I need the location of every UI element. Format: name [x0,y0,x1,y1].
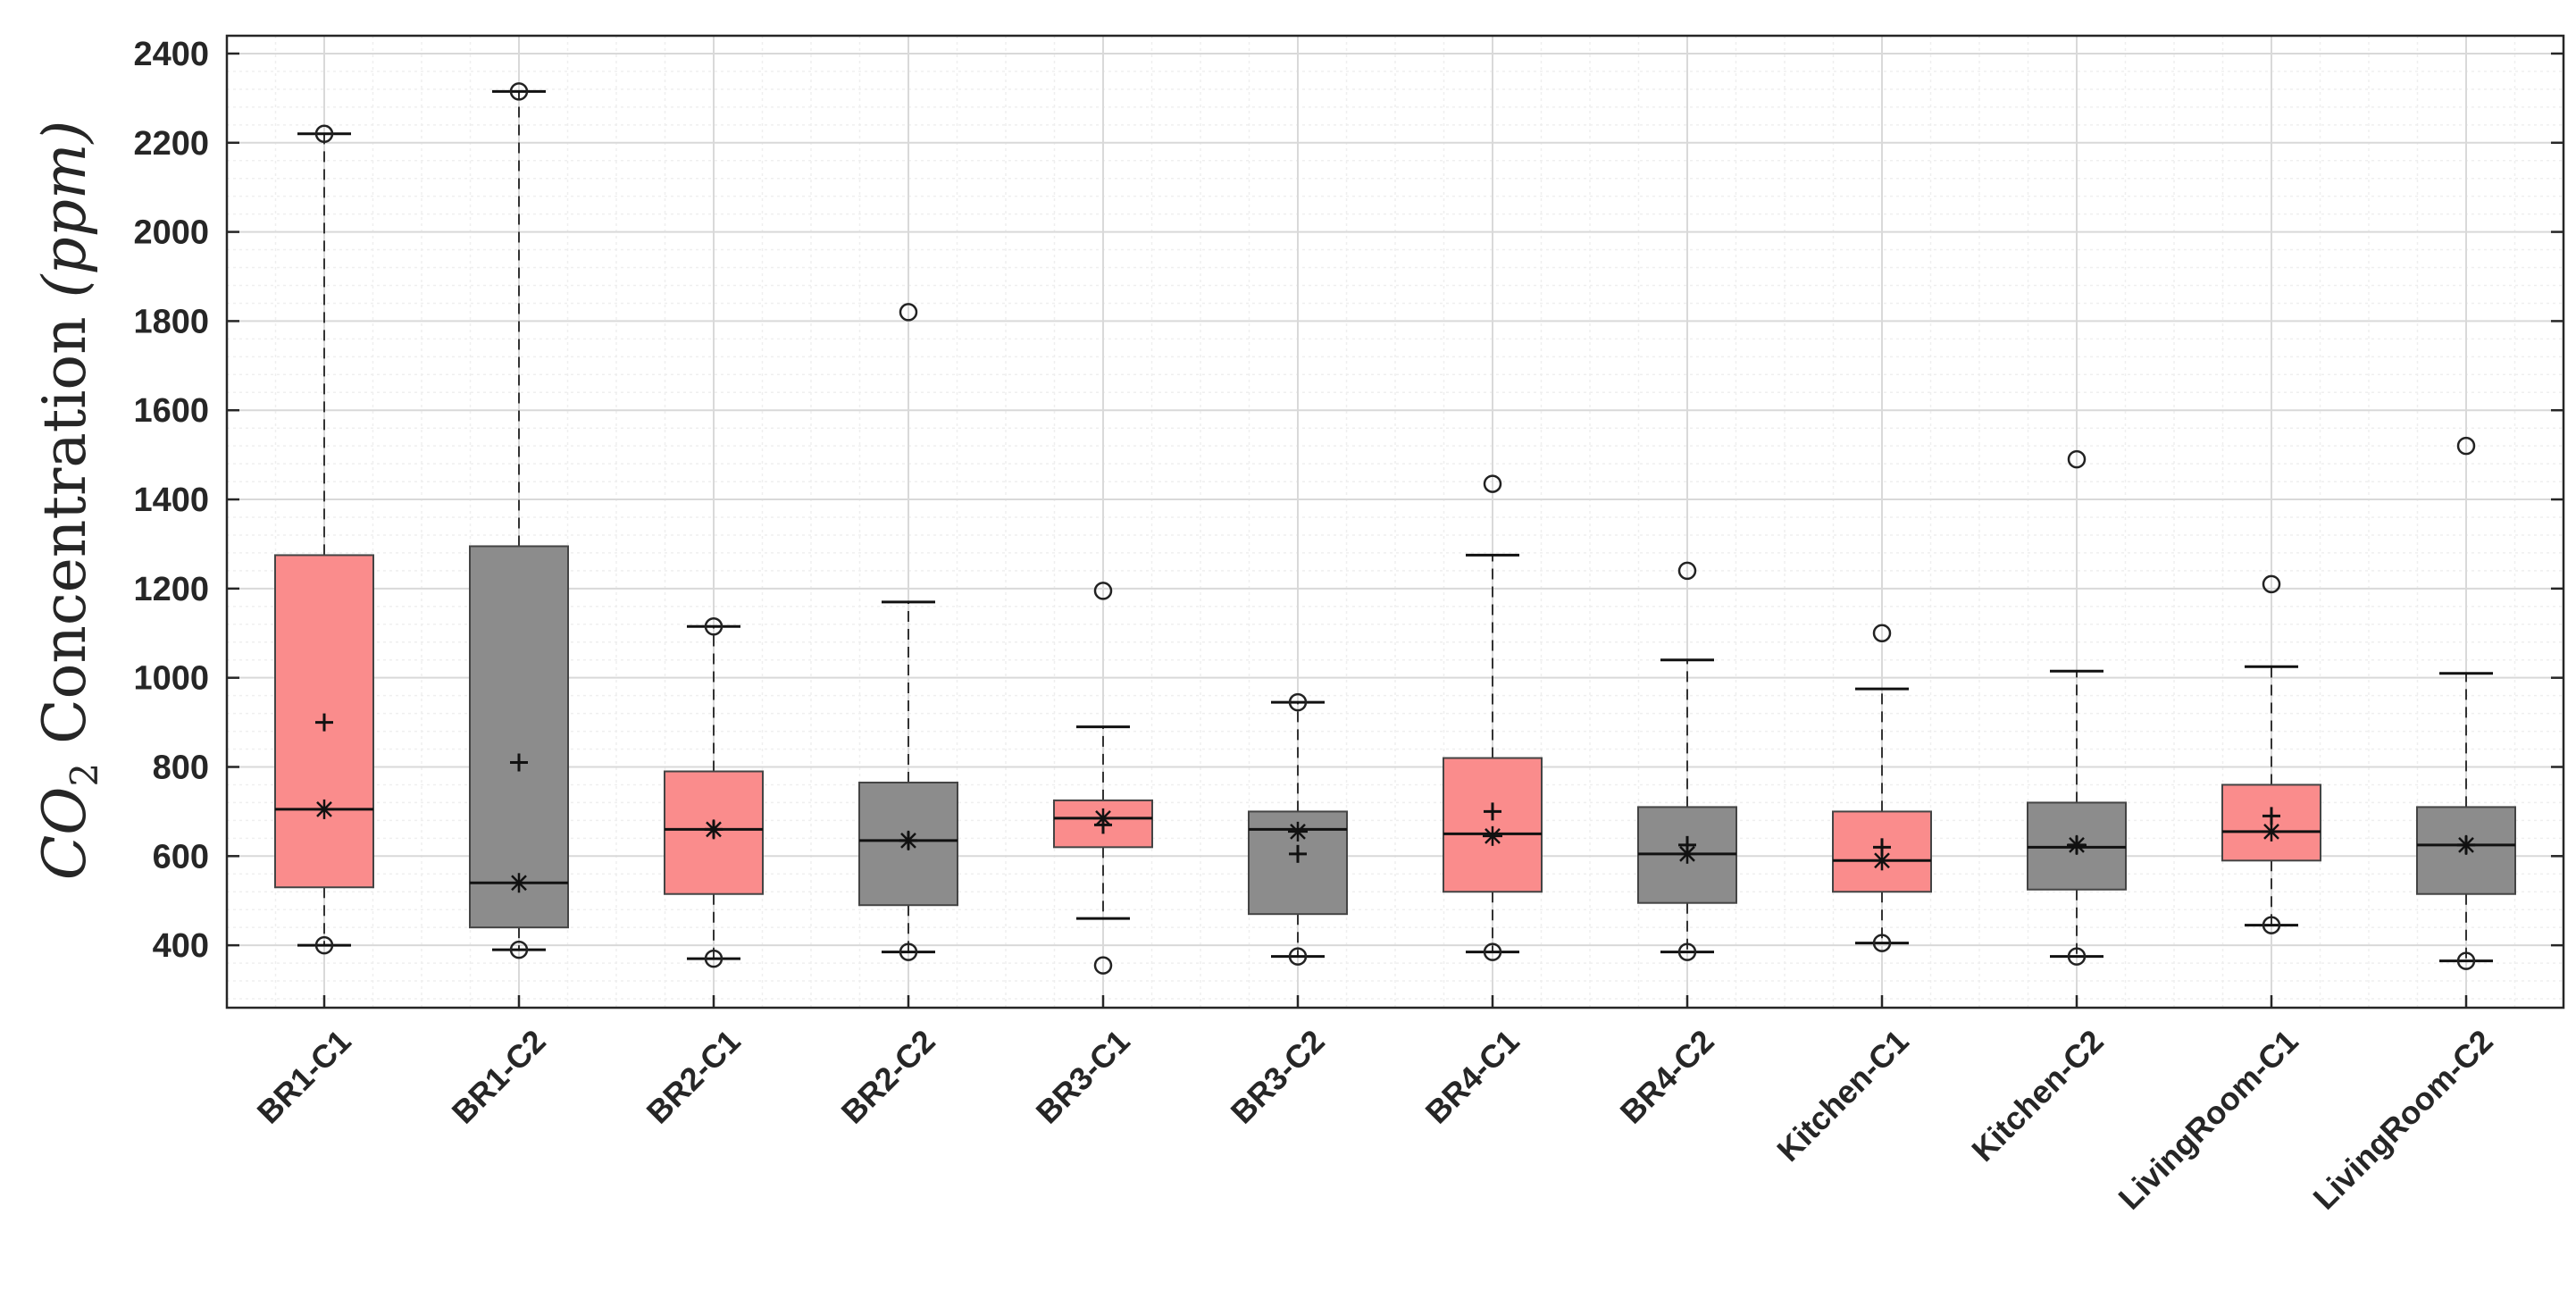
outlier-point [2067,947,2087,966]
x-tick-label: Kitchen-C1 [1769,1023,1915,1169]
box-BR3-C1 [1053,582,1153,975]
box-body [1443,757,1543,893]
x-tick-label: LivingRoom-C2 [2306,1023,2500,1217]
x-tick-label: BR4-C2 [1613,1023,1721,1131]
box-LivingRoom-C1 [2221,574,2321,934]
x-tick-label: BR2-C2 [834,1023,942,1131]
outlier-point [2456,951,2476,970]
y-tick-label: 2400 [133,36,209,73]
axis-layer [225,34,2565,1009]
star-marker-d2 [2458,836,2474,853]
outlier-point [1483,942,1502,961]
y-tick-label: 1600 [133,392,209,430]
plot-background [227,36,2563,1008]
star-marker-d2 [706,821,722,838]
x-tick-label: BR3-C2 [1224,1023,1332,1131]
box-body [858,781,958,907]
outlier-point [1677,561,1697,581]
outlier-point [1872,934,1892,952]
y-tick-label: 1200 [133,571,209,608]
y-tick-label: 800 [153,749,209,786]
box-BR4-C1 [1443,474,1543,961]
outlier-point [314,935,334,955]
box-BR3-C2 [1248,692,1348,966]
y-tick-label: 2200 [133,125,209,163]
outlier-point [899,303,918,322]
box-BR4-C2 [1637,561,1737,961]
outlier-point [509,82,529,101]
y-tick-label: 2000 [133,214,209,252]
outlier-point [1093,582,1113,600]
y-tick-label: 400 [153,927,209,965]
box-Kitchen-C1 [1832,624,1932,952]
y-axis-label-concentration: Concentration [30,297,99,763]
outlier-point [2067,449,2087,469]
outlier-point [2456,436,2476,456]
y-tick-labels: 400 600 800 1000 1200 1400 1600 1800 2000 2200 240… [133,36,209,965]
outlier-point [899,942,918,961]
box-Kitchen-C2 [2027,449,2127,966]
star-marker-d2 [900,832,916,849]
star-marker-d2 [2263,823,2279,840]
y-tick-label: 1800 [133,303,209,340]
grid-layer [226,35,2564,1008]
star-marker-d2 [511,875,527,892]
y-tick-label: 1000 [133,660,209,698]
x-tick-label: BR2-C1 [640,1023,748,1131]
x-tick-label: BR1-C1 [250,1023,358,1131]
y-axis-label-unit: (ppm) [30,121,99,298]
star-marker-d2 [316,801,332,817]
box-BR2-C2 [858,303,958,961]
box-BR2-C1 [664,617,764,968]
y-axis-label: CO2 Concentration (ppm) [30,121,106,880]
star-marker-d2 [1290,823,1306,840]
outlier-point [2262,916,2281,934]
star-marker-d2 [2069,836,2085,853]
outlier-point [509,940,529,959]
box-body [1832,810,1932,893]
box-body [469,545,569,929]
box-BR1-C2 [469,82,569,959]
outlier-point [2262,574,2281,594]
star-marker-d2 [1874,852,1890,869]
box-body [2221,783,2321,862]
outlier-point [314,124,334,144]
axes-frame [225,34,2565,1009]
x-tick-labels: BR1-C1 BR1-C2 BR2-C1 BR2-C2 BR3-C1 BR3-C2 BR4-… [250,1023,2500,1217]
y-tick-label: 1400 [133,482,209,519]
outlier-point [1872,624,1892,643]
x-tick-label: Kitchen-C2 [1964,1023,2110,1169]
outlier-point [704,949,723,968]
x-tick-label: BR4-C1 [1418,1023,1526,1131]
star-marker-d2 [1485,827,1501,844]
box-LivingRoom-C2 [2416,436,2516,970]
outlier-point [1093,956,1113,975]
x-tick-label: BR1-C2 [445,1023,553,1131]
box-layer [274,82,2516,975]
y-axis-label-co: CO [30,787,99,881]
outlier-point [1677,942,1697,961]
y-axis-label-subscript: 2 [63,763,106,787]
outlier-point [1288,947,1308,966]
star-marker-d2 [1095,810,1111,826]
star-marker-d2 [1679,845,1695,862]
box-BR1-C1 [274,124,374,955]
x-tick-label: BR3-C1 [1029,1023,1137,1131]
outlier-point [1483,474,1502,493]
x-tick-label: LivingRoom-C1 [2112,1023,2305,1217]
outlier-point [1288,692,1308,712]
y-tick-label: 600 [153,838,209,875]
outlier-point [704,617,723,636]
